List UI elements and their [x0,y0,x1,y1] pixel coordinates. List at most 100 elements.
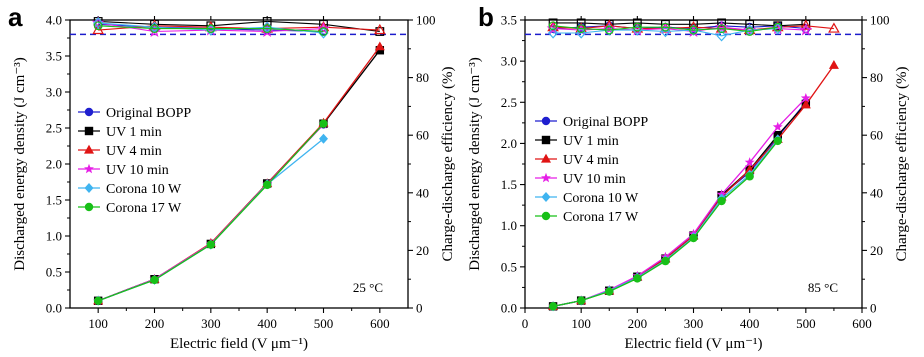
y2-axis-title: Charge-discharge efficiency (%) [894,67,910,262]
legend-marker-original [84,107,94,117]
legend: Original BOPP UV 1 min UV 4 min UV 10 min Co… [535,115,648,225]
efficiency-point-corona17 [632,22,642,32]
y2-tick-label: 40 [870,185,883,200]
y-tick-label: 1.0 [501,218,517,233]
panel-label: a [8,2,23,32]
y2-tick-label: 20 [870,243,883,258]
legend-label-corona17: Corona 17 W [563,210,639,225]
energy-point-corona17 [661,256,670,266]
y2-tick-label: 0 [416,301,423,316]
legend-marker-original [541,116,551,126]
efficiency-line-uv1 [98,20,380,33]
legend-label-corona17: Corona 17 W [106,201,182,216]
efficiency-point-corona10 [93,17,104,29]
energy-point-corona17 [689,233,698,243]
x-tick-label: 600 [852,316,872,331]
energy-point-corona17 [717,196,726,206]
y-tick-label: 0.0 [501,301,517,316]
energy-point-uv10 [800,92,811,103]
energy-point-uv4 [374,41,385,51]
energy-point-corona17 [548,302,558,311]
legend-label-corona10: Corona 10 W [106,182,182,197]
legend-label-uv4: UV 4 min [106,144,162,159]
legend-label-uv1: UV 1 min [106,125,162,140]
efficiency-point-uv4 [743,23,756,35]
legend-marker-uv10 [541,172,551,183]
energy-point-corona17 [206,240,216,249]
y-tick-label: 2.0 [501,136,517,151]
legend-marker-corona10 [541,192,551,202]
efficiency-point-uv4 [828,22,840,33]
y-tick-label: 1.5 [501,177,517,192]
y2-tick-label: 40 [416,185,429,200]
efficiency-point-corona17 [262,24,272,34]
energy-point-uv4 [800,99,811,109]
x-tick-label: 400 [740,316,760,331]
efficiency-point-uv4 [603,19,616,30]
y2-tick-label: 60 [416,128,429,143]
efficiency-point-corona17 [661,22,670,32]
legend: Original BOPP UV 1 min UV 4 min UV 10 min Co… [78,106,191,216]
panel-b: 0 100 200 300 400 500 6000.00.51.01.52.02.53.0… [467,2,910,352]
y-axis-title: Discharged energy density (J cm⁻³) [467,57,483,270]
legend-marker-corona17 [84,202,94,212]
efficiency-point-corona17 [93,21,103,31]
energy-point-corona17 [605,287,614,296]
panel-label: b [478,2,494,32]
efficiency-point-corona10 [547,27,559,39]
efficiency-point-corona10 [772,22,783,35]
temperature-annotation: 85 °C [808,280,838,295]
energy-point-corona17 [633,274,642,283]
energy-point-corona17 [150,275,159,285]
x-tick-label: 300 [684,316,704,331]
efficiency-point-corona10 [604,24,615,36]
legend-label-uv10: UV 10 min [106,163,169,178]
y-tick-label: 2.5 [501,95,517,110]
legend-label-uv1: UV 1 min [563,134,619,149]
y-tick-label: 4.0 [46,13,62,28]
y2-axis-title: Charge-discharge efficiency (%) [440,67,456,262]
efficiency-point-corona17 [745,27,755,36]
efficiency-point-corona17 [773,22,783,32]
efficiency-point-uv10 [799,23,813,36]
energy-point-uv10 [744,157,755,167]
efficiency-point-corona17 [689,25,698,35]
y2-tick-label: 80 [870,70,883,85]
y-axis-title: Discharged energy density (J cm⁻³) [12,57,28,270]
energy-point-corona10 [319,133,328,144]
efficiency-point-corona17 [604,25,614,35]
y-tick-label: 1.0 [46,229,62,244]
energy-point-corona17 [262,180,272,190]
efficiency-point-uv4 [373,23,386,35]
x-tick-label: 200 [145,316,165,331]
y-tick-label: 0.0 [46,301,62,316]
legend-marker-uv4 [84,144,94,154]
y2-tick-label: 80 [416,70,429,85]
energy-point-corona17 [319,119,328,128]
legend-label-original: Original BOPP [106,106,191,121]
energy-point-corona17 [576,296,586,305]
y-tick-label: 3.5 [501,13,517,28]
efficiency-point-corona17 [548,21,558,31]
efficiency-point-corona17 [717,24,726,34]
y-tick-label: 3.5 [46,49,62,64]
x-tick-label: 500 [796,316,816,331]
y-tick-label: 3.0 [46,85,62,100]
legend-label-corona10: Corona 10 W [563,191,639,206]
legend-label-uv4: UV 4 min [563,153,619,168]
y2-tick-label: 20 [416,243,429,258]
y-tick-label: 0.5 [46,265,62,280]
efficiency-point-corona10 [716,30,727,42]
panel-a: 100 200 300 400 500 6000.00.51.01.52.02.53.03… [8,2,456,352]
x-tick-label: 100 [571,316,591,331]
efficiency-point-corona10 [688,24,699,36]
energy-point-corona17 [773,136,782,146]
energy-point-uv4 [828,60,839,69]
y-tick-label: 3.0 [501,54,517,69]
efficiency-point-uv1 [548,18,558,28]
y2-tick-label: 0 [870,301,877,316]
efficiency-point-corona17 [150,24,159,34]
efficiency-point-uv10 [317,21,330,35]
efficiency-point-uv10 [602,21,616,35]
